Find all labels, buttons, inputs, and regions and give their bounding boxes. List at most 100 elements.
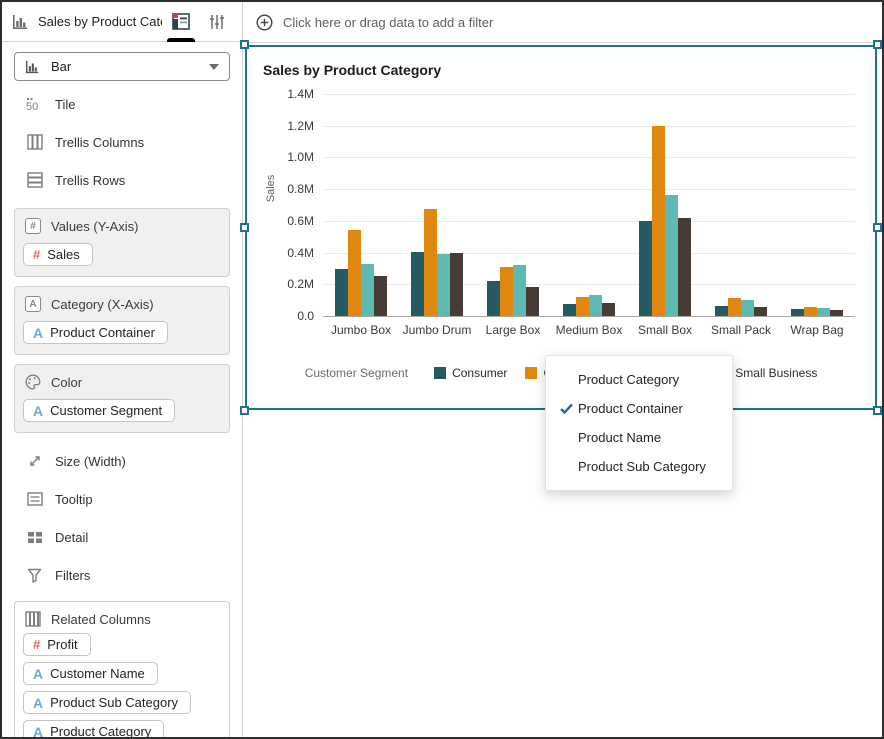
bar[interactable]	[335, 269, 348, 316]
bar[interactable]	[487, 281, 500, 316]
bar[interactable]	[741, 300, 754, 316]
shelf-trellis-columns[interactable]: Trellis Columns	[14, 123, 230, 161]
related-column-pill[interactable]: A Product Category	[23, 720, 165, 737]
svg-text:50: 50	[26, 101, 38, 112]
bar[interactable]	[348, 230, 361, 316]
bar[interactable]	[817, 308, 830, 316]
shelf-tile[interactable]: 50 Tile	[14, 85, 230, 123]
add-circle-icon	[256, 13, 273, 31]
resize-handle-top-right[interactable]	[873, 40, 882, 49]
shelf-size-width[interactable]: Size (Width)	[14, 442, 230, 480]
bar[interactable]	[500, 267, 513, 316]
group-label-text: Related Columns	[51, 611, 151, 627]
measure-icon: #	[33, 247, 41, 262]
y-tick-label: 0.8M	[287, 182, 314, 197]
tab-grammar[interactable]	[167, 2, 195, 42]
related-column-pill[interactable]: # Profit	[23, 633, 91, 656]
menu-item-label: Product Category	[578, 372, 680, 387]
main-area: Click here or drag data to add a filter …	[240, 2, 882, 737]
menu-item-label: Product Container	[578, 401, 683, 416]
pill-customer-segment[interactable]: A Customer Segment	[23, 399, 176, 422]
bar[interactable]	[437, 254, 450, 316]
trellis-rows-icon	[26, 172, 43, 188]
resize-handle-top-left[interactable]	[240, 40, 249, 49]
bar[interactable]	[411, 252, 424, 316]
bar[interactable]	[830, 310, 843, 316]
bar[interactable]	[804, 307, 817, 316]
shelf-trellis-rows[interactable]: Trellis Rows	[14, 161, 230, 199]
canvas[interactable]: Sales by Product Category Sales 1.4M 1.2M…	[240, 40, 882, 737]
filter-prompt: Click here or drag data to add a filter	[283, 14, 494, 30]
text-box-icon: A	[25, 296, 41, 312]
bar-chart-viz[interactable]: Sales by Product Category Sales 1.4M 1.2M…	[247, 47, 875, 408]
bar[interactable]	[424, 209, 437, 316]
menu-item[interactable]: Product Name	[546, 423, 732, 452]
bar[interactable]	[754, 307, 767, 316]
shelf-label: Tooltip	[55, 491, 93, 507]
shelf-detail[interactable]: Detail	[14, 518, 230, 556]
bar[interactable]	[526, 287, 539, 316]
pill-label: Product Container	[50, 325, 155, 340]
tab-settings[interactable]	[206, 2, 228, 42]
bar[interactable]	[665, 195, 678, 316]
bar[interactable]	[639, 221, 652, 316]
bar[interactable]	[589, 295, 602, 316]
bar-group	[703, 94, 779, 316]
menu-item[interactable]: Product Category	[546, 365, 732, 394]
bar[interactable]	[715, 306, 728, 316]
legend-swatch	[434, 367, 447, 379]
resize-diagonal-icon	[26, 454, 43, 468]
bar[interactable]	[513, 265, 526, 316]
menu-item-label: Product Name	[578, 430, 662, 445]
shelf-color: Color A Customer Segment	[14, 364, 230, 433]
bar[interactable]	[450, 253, 463, 316]
category-context-menu: Product Category Product Container Product…	[545, 355, 733, 491]
resize-handle-mid-left[interactable]	[240, 222, 249, 232]
bar[interactable]	[791, 309, 804, 316]
related-column-pill[interactable]: A Product Sub Category	[23, 691, 192, 714]
x-tick-label: Small Box	[637, 323, 693, 337]
bar[interactable]	[652, 126, 665, 316]
bar-groups	[323, 94, 855, 316]
gridline	[323, 284, 855, 286]
chart-type-select[interactable]: Bar	[14, 52, 230, 81]
grammar-panel: Bar 50 Tile Trellis Columns	[2, 42, 242, 737]
legend-label: Consumer	[452, 366, 508, 380]
bar[interactable]	[563, 304, 576, 316]
filter-funnel-icon	[26, 568, 43, 583]
viz-title-truncated: Sales by Product Cate...	[38, 14, 162, 29]
bar[interactable]	[576, 297, 589, 316]
bar-chart-icon	[12, 14, 30, 30]
menu-item[interactable]: Product Sub Category	[546, 452, 732, 481]
filter-bar[interactable]: Click here or drag data to add a filter	[243, 2, 882, 43]
shelf-values-y-axis: # Values (Y-Axis) # Sales	[14, 208, 230, 277]
shelf-tooltip[interactable]: Tooltip	[14, 480, 230, 518]
menu-item[interactable]: Product Container	[546, 394, 732, 423]
bar[interactable]	[374, 276, 387, 316]
bar-group	[399, 94, 475, 316]
y-axis-title: Sales	[265, 174, 277, 202]
resize-handle-bottom-left[interactable]	[240, 406, 249, 415]
bar[interactable]	[728, 298, 741, 316]
x-axis-line	[323, 316, 855, 317]
bar[interactable]	[602, 303, 615, 316]
bar[interactable]	[361, 264, 374, 316]
group-label-text: Category (X-Axis)	[51, 296, 154, 312]
y-tick-label: 0.6M	[287, 213, 314, 228]
legend-item[interactable]: Consumer	[434, 366, 507, 380]
resize-handle-bottom-right[interactable]	[873, 406, 882, 415]
related-column-pill[interactable]: A Customer Name	[23, 662, 158, 685]
pill-product-container[interactable]: A Product Container	[23, 321, 168, 344]
plot-region: 1.4M 1.2M 1.0M 0.8M 0.6M 0.4M 0.2M 0.0	[287, 87, 855, 323]
sidebar-tabs	[167, 2, 232, 42]
resize-handle-mid-right[interactable]	[873, 222, 882, 232]
viz-selection-frame[interactable]: Sales by Product Category Sales 1.4M 1.2M…	[240, 40, 882, 415]
grammar-panel-icon	[172, 13, 190, 30]
shelf-filters[interactable]: Filters	[14, 556, 230, 594]
chart-area: Sales 1.4M 1.2M 1.0M 0.8M 0.6M 0.4M 0.2M 0.0 Ju…	[263, 87, 859, 337]
bar[interactable]	[678, 218, 691, 316]
gridline	[323, 157, 855, 159]
pill-sales[interactable]: # Sales	[23, 243, 93, 266]
group-label-text: Values (Y-Axis)	[51, 218, 139, 234]
bar-group	[779, 94, 855, 316]
